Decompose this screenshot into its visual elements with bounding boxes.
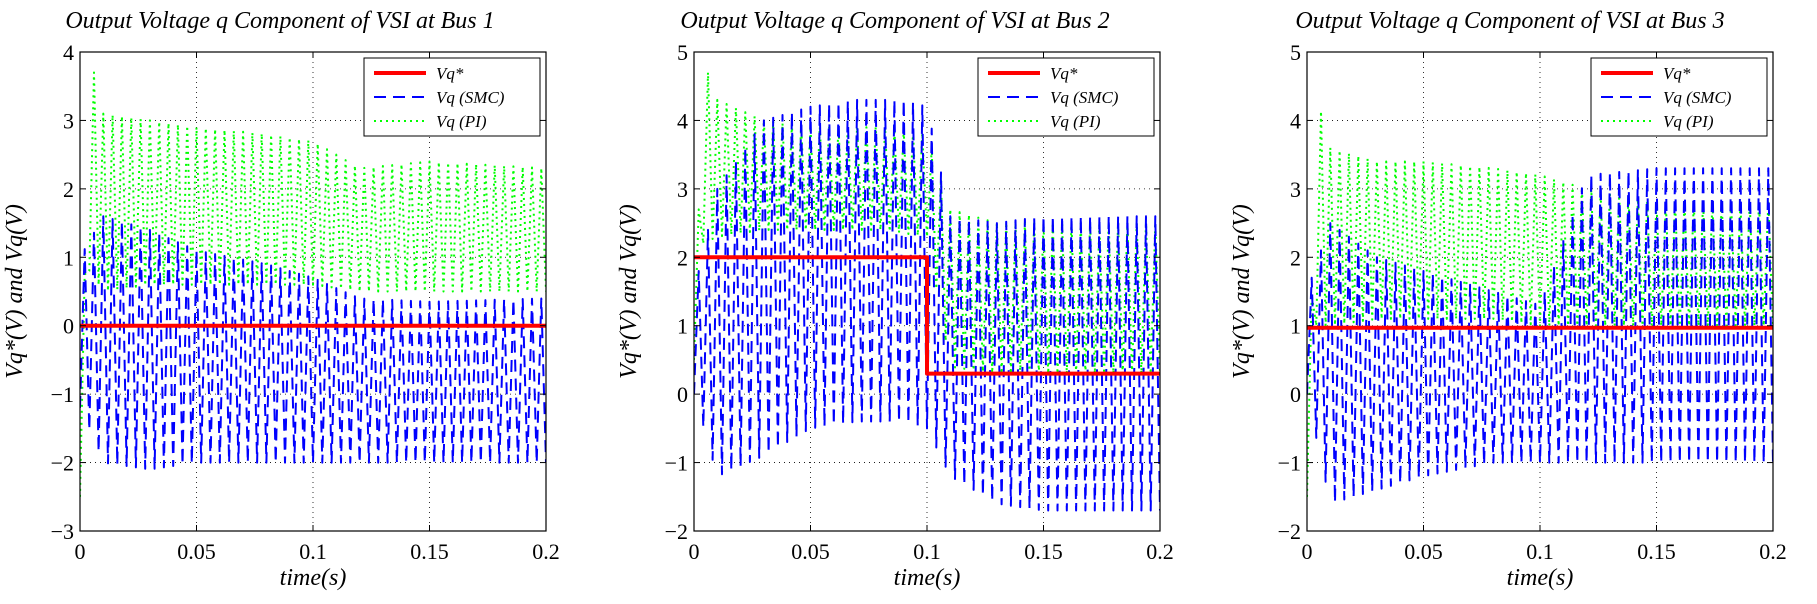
- x-tick-label: 0.1: [299, 539, 327, 564]
- y-tick-label: −3: [51, 519, 74, 544]
- x-tick-label: 0.2: [532, 539, 560, 564]
- data-area: [80, 71, 546, 497]
- y-tick-label: 5: [1290, 40, 1301, 65]
- y-tick-label: 2: [1290, 245, 1301, 270]
- data-area: [1307, 110, 1773, 504]
- chart-panel-3: 0 0.05 0.1 0.15 0.2 −2 −1 0 1 2 3 4 5 Output Voltage …: [1229, 8, 1787, 591]
- x-tick-label: 0.05: [177, 539, 216, 564]
- y-tick-label: −1: [665, 451, 688, 476]
- x-tick-label: 0: [1302, 539, 1313, 564]
- y-tick-label: 3: [677, 177, 688, 202]
- x-tick-label: 0.1: [913, 539, 941, 564]
- legend-entry: Vq*: [1663, 64, 1691, 83]
- x-axis-label: time(s): [280, 565, 347, 591]
- x-tick-label: 0.1: [1526, 539, 1554, 564]
- y-axis-label: Vq*(V) and Vq(V): [1229, 204, 1255, 379]
- chart-title: Output Voltage q Component of VSI at Bus…: [65, 8, 494, 34]
- x-tick-label: 0.15: [1024, 539, 1063, 564]
- series-vq-pi: [80, 71, 546, 497]
- series-vq: [694, 255, 1160, 376]
- legend: Vq* Vq (SMC) Vq (PI): [977, 57, 1155, 137]
- y-tick-label: 1: [1290, 314, 1301, 339]
- y-tick-label: 4: [63, 40, 74, 65]
- legend: Vq* Vq (SMC) Vq (PI): [363, 57, 541, 137]
- x-axis-label: time(s): [894, 565, 961, 591]
- x-tick-label: 0.15: [410, 539, 449, 564]
- y-tick-label: −2: [665, 519, 688, 544]
- y-tick-label: 1: [63, 245, 74, 270]
- legend-entry: Vq*: [1050, 64, 1078, 83]
- legend-entry: Vq (SMC): [1050, 88, 1119, 107]
- legend-entry: Vq (PI): [1050, 112, 1101, 131]
- y-tick-label: 3: [1290, 177, 1301, 202]
- x-tick-label: 0: [689, 539, 700, 564]
- y-tick-label: 4: [677, 108, 688, 133]
- y-tick-label: −2: [1278, 519, 1301, 544]
- x-tick-label: 0: [75, 539, 86, 564]
- x-tick-label: 0.05: [1404, 539, 1443, 564]
- legend-entry: Vq*: [436, 64, 464, 83]
- y-tick-label: 1: [677, 314, 688, 339]
- x-axis-label: time(s): [1507, 565, 1574, 591]
- y-axis-label: Vq*(V) and Vq(V): [616, 204, 642, 379]
- chart-panel-1: 0 0.05 0.1 0.15 0.2 −3 −2 −1 0 1 2 3 4 Output Voltage…: [2, 8, 560, 591]
- y-axis-label: Vq*(V) and Vq(V): [2, 204, 28, 379]
- y-tick-label: 0: [1290, 382, 1301, 407]
- series-vq-smc: [80, 215, 546, 470]
- legend: Vq* Vq (SMC) Vq (PI): [1590, 57, 1768, 137]
- series-vq-smc: [694, 98, 1160, 512]
- y-tick-label: 2: [677, 245, 688, 270]
- chart-title: Output Voltage q Component of VSI at Bus…: [1295, 8, 1724, 34]
- chart-panel-2: 0 0.05 0.1 0.15 0.2 −2 −1 0 1 2 3 4 5 Output Voltage …: [616, 8, 1174, 591]
- y-tick-label: 2: [63, 177, 74, 202]
- x-tick-label: 0.2: [1759, 539, 1787, 564]
- legend-entry: Vq (SMC): [1663, 88, 1732, 107]
- y-tick-label: −1: [1278, 451, 1301, 476]
- legend-entry: Vq (PI): [1663, 112, 1714, 131]
- y-tick-label: 0: [63, 314, 74, 339]
- y-tick-label: 3: [63, 108, 74, 133]
- y-tick-label: −1: [51, 382, 74, 407]
- y-tick-label: 5: [677, 40, 688, 65]
- y-tick-label: −2: [51, 451, 74, 476]
- x-tick-label: 0.2: [1146, 539, 1174, 564]
- x-tick-label: 0.15: [1637, 539, 1676, 564]
- y-tick-label: 0: [677, 382, 688, 407]
- x-tick-label: 0.05: [791, 539, 830, 564]
- chart-title: Output Voltage q Component of VSI at Bus…: [680, 8, 1109, 34]
- legend-entry: Vq (PI): [436, 112, 487, 131]
- data-area: [694, 71, 1160, 512]
- y-tick-label: 4: [1290, 108, 1301, 133]
- legend-entry: Vq (SMC): [436, 88, 505, 107]
- series-vq-smc: [1307, 167, 1773, 504]
